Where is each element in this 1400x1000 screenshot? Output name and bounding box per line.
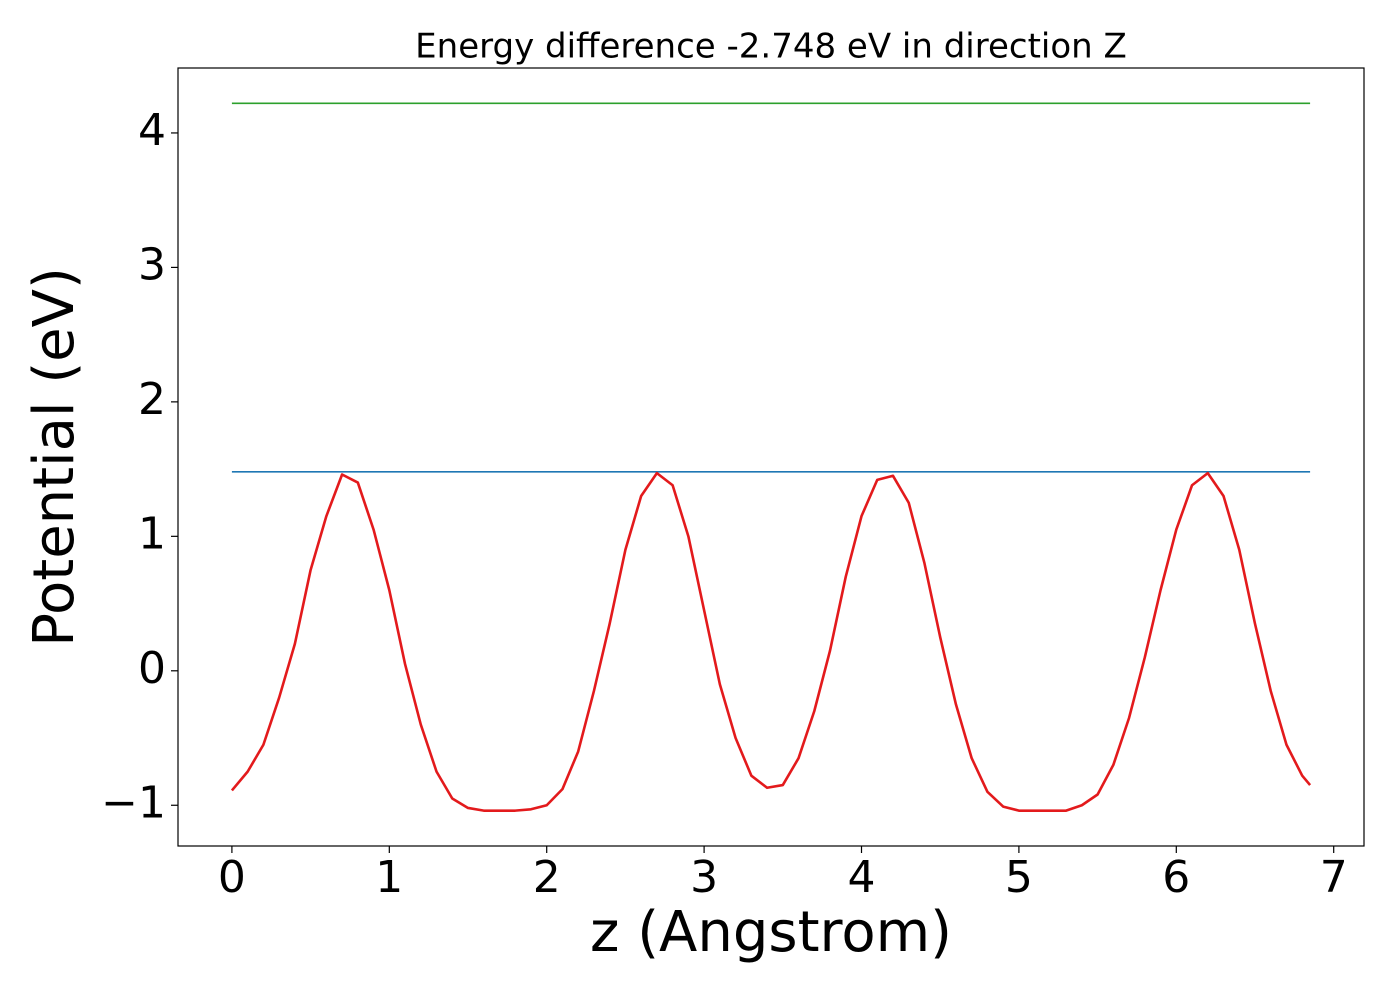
x-axis-label: z (Angstrom): [590, 900, 952, 965]
x-tick-label: 4: [848, 852, 876, 903]
y-tick-label: 4: [138, 105, 166, 156]
data-line: [230, 471, 1312, 812]
y-tick-label: 2: [138, 374, 166, 425]
x-tick-label: 1: [375, 852, 403, 903]
y-tick-label: 3: [138, 239, 166, 290]
x-tick-label: 3: [690, 852, 718, 903]
y-tick-label: 0: [138, 643, 166, 694]
y-tick-label: 1: [138, 508, 166, 559]
y-axis-label: Potential (eV): [22, 267, 87, 647]
x-tick-label: 2: [533, 852, 561, 903]
y-tick-label: −1: [101, 777, 166, 828]
chart-title: Energy difference -2.748 eV in direction…: [415, 27, 1127, 67]
x-tick-label: 6: [1162, 852, 1190, 903]
x-tick-label: 7: [1320, 852, 1348, 903]
x-tick-label: 5: [1005, 852, 1033, 903]
x-tick-label: 0: [218, 852, 246, 903]
plot-frame: [177, 67, 1365, 847]
